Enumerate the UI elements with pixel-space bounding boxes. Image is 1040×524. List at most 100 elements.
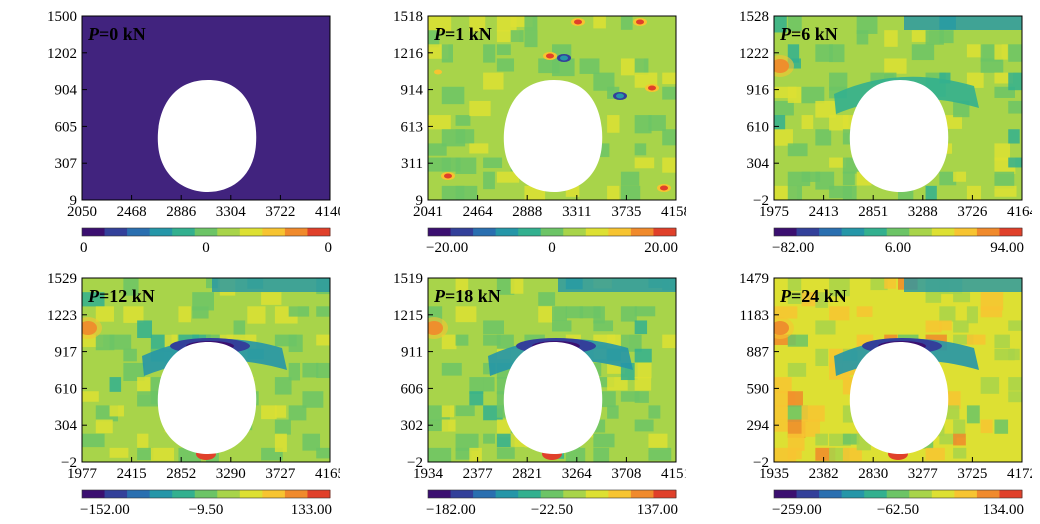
colorbar-segment bbox=[217, 228, 241, 236]
colorbar-tick-label: 94.00 bbox=[990, 240, 1024, 256]
colorbar-segment bbox=[239, 490, 263, 498]
cavity-region bbox=[849, 80, 949, 192]
colorbar-segment bbox=[999, 228, 1023, 236]
y-tick-label: −2 bbox=[407, 455, 423, 471]
y-tick-label: 887 bbox=[747, 345, 770, 361]
y-tick-label: 307 bbox=[55, 156, 78, 172]
colorbar-tick-label: 133.00 bbox=[291, 502, 332, 518]
y-tick-label: 1518 bbox=[393, 9, 423, 25]
colorbar-segment bbox=[495, 490, 519, 498]
colorbar-segment bbox=[194, 490, 218, 498]
x-tick-label: 3726 bbox=[957, 204, 988, 220]
colorbar-segment bbox=[931, 490, 955, 498]
x-tick-label: 2886 bbox=[166, 204, 197, 220]
y-tick-label: 1183 bbox=[740, 308, 769, 324]
colorbar-tick-label: −62.50 bbox=[877, 502, 919, 518]
colorbar-segment bbox=[518, 228, 542, 236]
y-tick-label: 1216 bbox=[393, 46, 424, 62]
colorbar-segment bbox=[473, 490, 497, 498]
colorbar-segment bbox=[82, 490, 106, 498]
y-tick-label: 606 bbox=[401, 381, 424, 397]
colorbar-segment bbox=[864, 228, 888, 236]
x-tick-label: 2377 bbox=[463, 466, 494, 482]
y-tick-label: 613 bbox=[401, 119, 424, 135]
y-tick-label: 294 bbox=[747, 418, 770, 434]
x-tick-label: 2468 bbox=[117, 204, 147, 220]
y-tick-label: 1215 bbox=[393, 308, 423, 324]
colorbar-segment bbox=[909, 228, 933, 236]
y-tick-label: 605 bbox=[55, 119, 78, 135]
x-tick-label: 1975 bbox=[759, 204, 789, 220]
colorbar-segment bbox=[262, 228, 286, 236]
colorbar-segment bbox=[774, 490, 798, 498]
colorbar-tick-label: 137.00 bbox=[637, 502, 678, 518]
x-tick-label: 2830 bbox=[858, 466, 888, 482]
x-tick-label: 3288 bbox=[908, 204, 938, 220]
y-tick-label: 9 bbox=[416, 193, 424, 209]
colorbar-segment bbox=[450, 490, 474, 498]
y-tick-label: −2 bbox=[753, 193, 769, 209]
x-tick-label: 2851 bbox=[858, 204, 888, 220]
y-tick-label: 904 bbox=[55, 83, 78, 99]
x-tick-label: 4165 bbox=[315, 466, 340, 482]
y-tick-label: 911 bbox=[401, 345, 423, 361]
colorbar-tick-label: −152.00 bbox=[80, 502, 130, 518]
colorbar-segment bbox=[82, 228, 106, 236]
x-tick-label: 4158 bbox=[661, 204, 686, 220]
y-tick-label: 917 bbox=[55, 345, 78, 361]
y-tick-label: −2 bbox=[753, 455, 769, 471]
x-tick-label: 2888 bbox=[512, 204, 542, 220]
panel-label: P=1 kN bbox=[433, 24, 492, 44]
x-tick-label: 2464 bbox=[463, 204, 494, 220]
colorbar-segment bbox=[104, 228, 128, 236]
colorbar-segment bbox=[909, 490, 933, 498]
x-tick-label: 2415 bbox=[117, 466, 147, 482]
colorbar-segment bbox=[262, 490, 286, 498]
colorbar-segment bbox=[563, 228, 587, 236]
x-tick-label: 3725 bbox=[957, 466, 987, 482]
colorbar-segment bbox=[886, 228, 910, 236]
cavity-region bbox=[503, 80, 603, 192]
colorbar-segment bbox=[585, 228, 609, 236]
y-tick-label: 610 bbox=[747, 119, 770, 135]
colorbar-segment bbox=[217, 490, 241, 498]
colorbar-segment bbox=[653, 228, 677, 236]
cavity-region bbox=[157, 80, 257, 192]
colorbar-segment bbox=[307, 228, 331, 236]
contour-panel-p12: 1529 1223 917 610 304 −2 1977 2415 2852 3290 3727 4… bbox=[0, 262, 340, 524]
x-tick-label: 2413 bbox=[809, 204, 839, 220]
y-tick-label: 304 bbox=[55, 418, 78, 434]
x-tick-label: 1934 bbox=[413, 466, 444, 482]
colorbar-segment bbox=[563, 490, 587, 498]
x-tick-label: 3735 bbox=[611, 204, 641, 220]
colorbar-segment bbox=[194, 228, 218, 236]
x-tick-label: 3708 bbox=[611, 466, 641, 482]
colorbar-segment bbox=[976, 228, 1000, 236]
colorbar-segment bbox=[864, 490, 888, 498]
y-tick-label: 1500 bbox=[47, 9, 77, 25]
colorbar-tick-label: −22.50 bbox=[531, 502, 573, 518]
panel-label: P=24 kN bbox=[779, 286, 847, 306]
y-tick-label: 1479 bbox=[739, 271, 769, 287]
x-tick-label: 2050 bbox=[67, 204, 97, 220]
x-tick-label: 4164 bbox=[1007, 204, 1032, 220]
y-tick-label: 304 bbox=[747, 156, 770, 172]
y-tick-label: −2 bbox=[61, 455, 77, 471]
colorbar-segment bbox=[954, 490, 978, 498]
colorbar-segment bbox=[819, 490, 843, 498]
y-tick-label: 590 bbox=[747, 381, 770, 397]
colorbar-tick-label: −259.00 bbox=[772, 502, 822, 518]
colorbar-segment bbox=[630, 228, 654, 236]
y-tick-label: 1202 bbox=[47, 46, 77, 62]
y-tick-label: 311 bbox=[401, 156, 423, 172]
x-tick-label: 3290 bbox=[216, 466, 246, 482]
colorbar-segment bbox=[428, 490, 452, 498]
colorbar-segment bbox=[104, 490, 128, 498]
y-tick-label: 1528 bbox=[739, 9, 769, 25]
colorbar-tick-label: −182.00 bbox=[426, 502, 476, 518]
y-tick-label: 1529 bbox=[47, 271, 77, 287]
colorbar-segment bbox=[653, 490, 677, 498]
x-tick-label: 2382 bbox=[809, 466, 839, 482]
